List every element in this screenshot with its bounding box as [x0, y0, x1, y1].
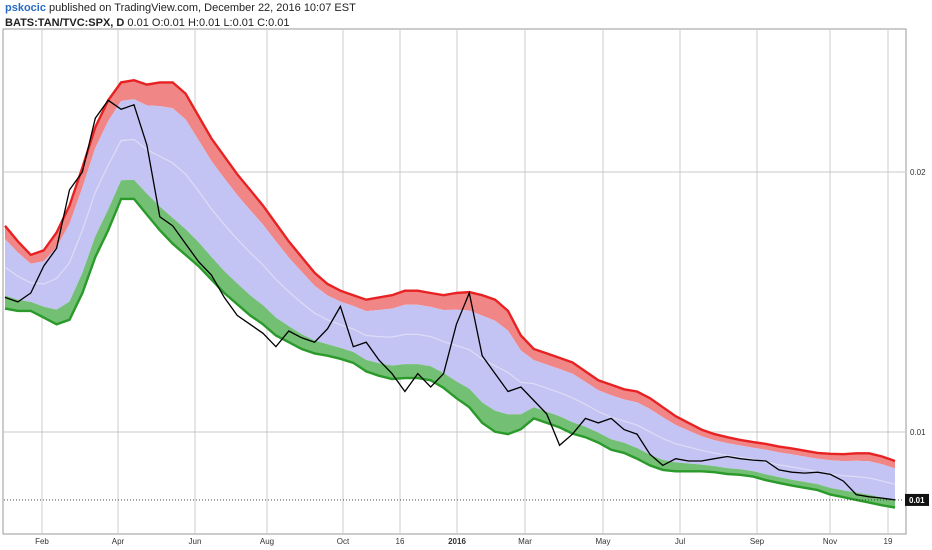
y-tick-label: 0.02	[910, 168, 926, 177]
upper-band-line	[4, 78, 896, 463]
x-tick-label: Sep	[750, 537, 765, 546]
y-tick-label: 0.01	[910, 428, 926, 437]
ohlc-values: 0.01 O:0.01 H:0.01 L:0.01 C:0.01	[124, 17, 290, 29]
published-text: published on TradingView.com, December 2…	[45, 2, 356, 14]
x-tick-label: Jun	[189, 537, 202, 546]
symbol-label: BATS:TAN/TVC:SPX, D	[5, 17, 125, 29]
last-price-label: 0.01	[909, 496, 925, 505]
x-tick-label: Feb	[35, 537, 49, 546]
lower-band-line	[4, 197, 896, 509]
x-tick-label: Oct	[337, 537, 350, 546]
y-axis: 0.02 0.01 0.01	[905, 168, 929, 506]
x-axis: Feb Apr Jun Aug Oct 16 2016 Mar May Jul Sep Nov 19	[35, 537, 893, 546]
x-tick-label: Mar	[518, 537, 532, 546]
x-tick-label: 16	[396, 537, 405, 546]
price-line	[4, 99, 896, 501]
middle-line	[4, 138, 896, 485]
upper-band-fill	[5, 80, 895, 469]
x-tick-label: 2016	[448, 537, 466, 546]
symbol-line: BATS:TAN/TVC:SPX, D 0.01 O:0.01 H:0.01 L…	[5, 17, 356, 30]
x-tick-label: Apr	[112, 537, 125, 546]
x-tick-label: 19	[884, 537, 893, 546]
middle-band-fill	[5, 99, 895, 501]
author-link[interactable]: pskocic	[5, 2, 46, 14]
publish-line: pskocic published on TradingView.com, De…	[5, 2, 356, 15]
last-price-badge	[905, 493, 929, 506]
x-tick-label: May	[595, 537, 610, 546]
x-tick-label: Aug	[260, 537, 274, 546]
chart-header: pskocic published on TradingView.com, De…	[5, 2, 356, 30]
x-tick-label: Nov	[823, 537, 837, 546]
x-tick-label: Jul	[675, 537, 685, 546]
bands	[4, 78, 896, 509]
